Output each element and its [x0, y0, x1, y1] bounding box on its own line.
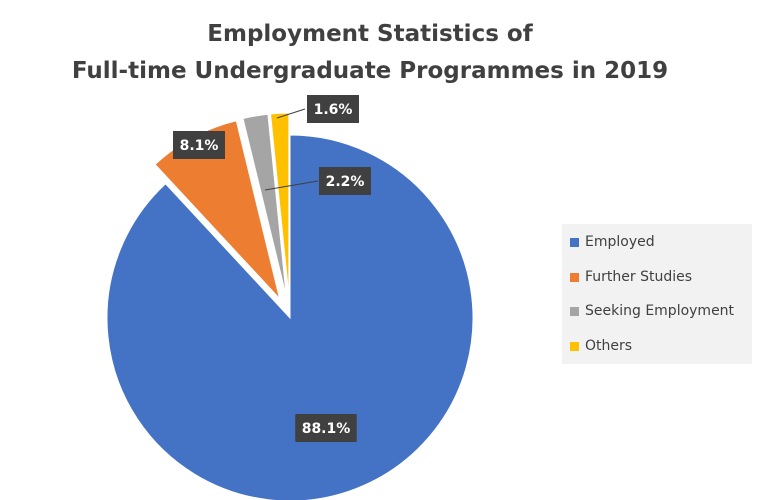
legend-item-seeking-employment: Seeking Employment [570, 301, 734, 321]
leader-line-seeking-employment [264, 180, 319, 191]
data-label-further-studies: 8.1% [173, 131, 225, 159]
data-label-text: 1.6% [314, 102, 353, 118]
leader-line-others [276, 108, 306, 119]
pie-slice-others [269, 112, 290, 297]
data-label-box [295, 414, 357, 442]
data-label-box [173, 131, 225, 159]
legend-label-further-studies: Further Studies [585, 269, 693, 285]
data-label-text: 2.2% [326, 174, 365, 190]
legend: Employed Further Studies Seeking Employm… [562, 224, 752, 364]
legend-swatch-employed [570, 237, 579, 247]
data-label-text: 8.1% [180, 138, 219, 154]
legend-swatch-others [570, 341, 579, 351]
data-label-employed: 88.1% [295, 414, 357, 442]
legend-item-further-studies: Further Studies [570, 267, 692, 287]
legend-item-others: Others [570, 336, 632, 356]
data-label-seeking-employment: 2.2% [319, 167, 371, 195]
legend-item-employed: Employed [570, 232, 655, 252]
data-label-text: 88.1% [302, 421, 351, 437]
legend-label-others: Others [585, 338, 633, 354]
chart-title-line-2: Full-time Undergraduate Programmes in 20… [71, 58, 669, 84]
data-label-others: 1.6% [307, 95, 359, 123]
data-label-box [307, 95, 359, 123]
legend-swatch-seeking-employment [570, 306, 579, 316]
legend-label-employed: Employed [585, 234, 655, 250]
legend-label-seeking-employment: Seeking Employment [585, 303, 735, 319]
data-label-box [319, 167, 371, 195]
pie-slice-employed [106, 134, 474, 500]
pie-slice-seeking-employment [242, 113, 287, 297]
chart-title-line-1: Employment Statistics of [207, 21, 533, 47]
legend-swatch-further-studies [570, 272, 579, 282]
